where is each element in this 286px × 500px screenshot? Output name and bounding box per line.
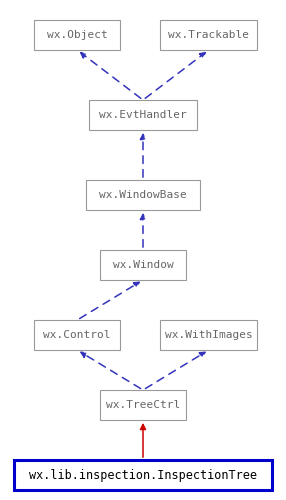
Text: wx.Window: wx.Window: [113, 260, 173, 270]
FancyBboxPatch shape: [160, 20, 257, 50]
FancyBboxPatch shape: [100, 390, 186, 420]
FancyBboxPatch shape: [14, 460, 272, 490]
Text: wx.Control: wx.Control: [43, 330, 111, 340]
FancyBboxPatch shape: [34, 20, 120, 50]
Text: wx.Object: wx.Object: [47, 30, 108, 40]
FancyBboxPatch shape: [100, 250, 186, 280]
FancyBboxPatch shape: [34, 320, 120, 350]
Text: wx.WindowBase: wx.WindowBase: [99, 190, 187, 200]
Text: wx.Trackable: wx.Trackable: [168, 30, 249, 40]
Text: wx.EvtHandler: wx.EvtHandler: [99, 110, 187, 120]
Text: wx.TreeCtrl: wx.TreeCtrl: [106, 400, 180, 410]
FancyBboxPatch shape: [86, 180, 200, 210]
FancyBboxPatch shape: [160, 320, 257, 350]
Text: wx.WithImages: wx.WithImages: [165, 330, 253, 340]
Text: wx.lib.inspection.InspectionTree: wx.lib.inspection.InspectionTree: [29, 468, 257, 481]
FancyBboxPatch shape: [89, 100, 197, 130]
